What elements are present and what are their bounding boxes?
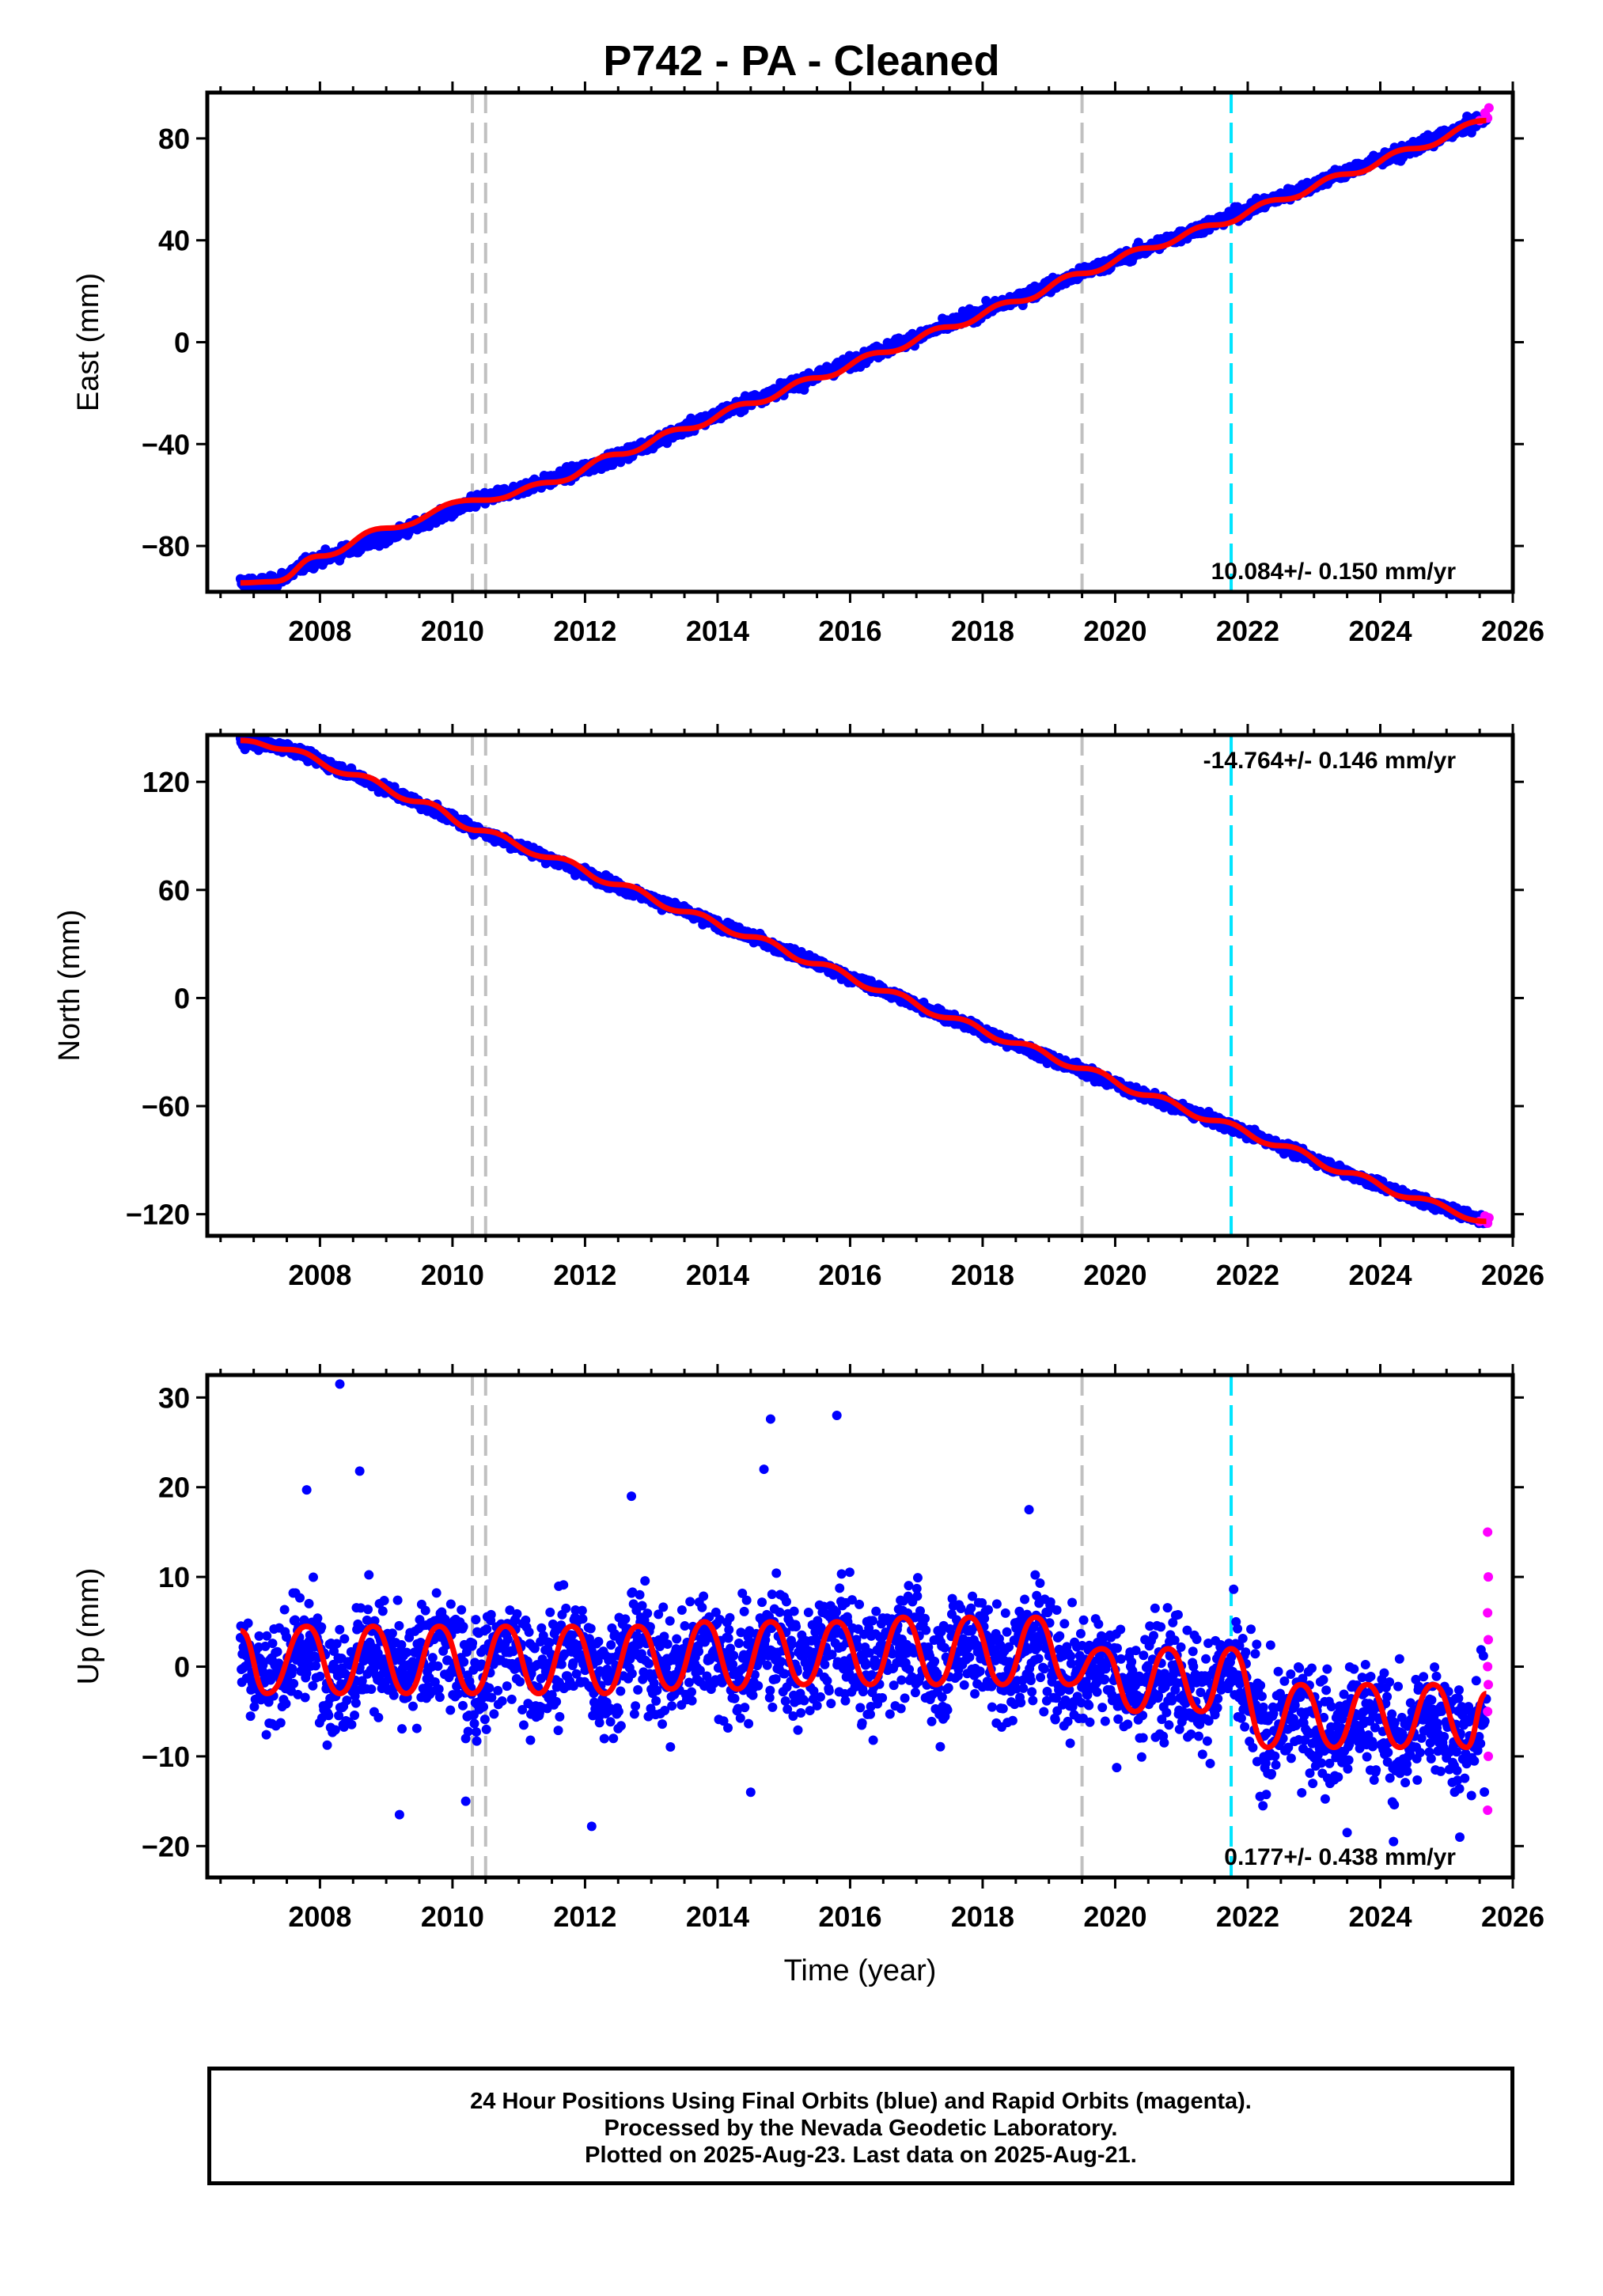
x-tick-label: 2026 bbox=[1481, 615, 1544, 647]
chart-title: P742 - PA - Cleaned bbox=[603, 37, 1000, 85]
y-tick-label: 120 bbox=[142, 766, 190, 798]
data-point-final bbox=[261, 1730, 271, 1740]
rate-annotation: -14.764+/- 0.146 mm/yr bbox=[1203, 748, 1457, 774]
data-point-final bbox=[315, 1671, 325, 1681]
x-tick-label: 2018 bbox=[951, 615, 1014, 647]
data-point-final bbox=[347, 1719, 357, 1730]
x-tick-label: 2010 bbox=[421, 615, 484, 647]
y-tick-label: 80 bbox=[158, 123, 190, 155]
x-tick-label: 2016 bbox=[818, 615, 881, 647]
x-tick-label: 2022 bbox=[1216, 1259, 1279, 1291]
chart-canvas: 2008 2010 2012 2014 2016 2018 2020 2022 2024 2026… bbox=[53, 81, 1544, 1987]
y-tick-label: 40 bbox=[158, 225, 190, 257]
x-tick-label: 2024 bbox=[1348, 615, 1412, 647]
data-point-final bbox=[313, 1613, 323, 1623]
x-tick-label: 2026 bbox=[1481, 1259, 1544, 1291]
data-point-final bbox=[310, 1661, 320, 1671]
x-tick-label: 2014 bbox=[686, 1259, 749, 1291]
x-tick-label: 2008 bbox=[288, 615, 351, 647]
data-point-final bbox=[267, 1639, 278, 1649]
y-tick-label: −120 bbox=[126, 1199, 190, 1231]
y-tick-label: 0 bbox=[174, 327, 190, 359]
data-point-final bbox=[322, 1740, 332, 1750]
y-tick-label: −80 bbox=[142, 530, 190, 563]
data-point-final bbox=[287, 1664, 297, 1674]
data-point-final bbox=[245, 1711, 256, 1722]
data-point-final bbox=[316, 1622, 327, 1632]
data-point-final bbox=[243, 1618, 253, 1628]
data-point-final bbox=[262, 1631, 272, 1641]
data-point-final bbox=[339, 1634, 350, 1644]
data-point-final bbox=[289, 1679, 299, 1689]
data-point-final bbox=[377, 1606, 388, 1616]
data-point-final bbox=[388, 1690, 399, 1700]
data-point-rapid bbox=[1484, 103, 1494, 113]
y-tick-label: 0 bbox=[174, 982, 190, 1014]
data-point-final bbox=[281, 1699, 291, 1709]
x-tick-label: 2010 bbox=[421, 1259, 484, 1291]
y-tick-label: −60 bbox=[142, 1090, 190, 1123]
data-point-final bbox=[397, 1724, 407, 1734]
data-point-final bbox=[373, 1712, 384, 1722]
data-point-final bbox=[364, 1570, 374, 1580]
data-point-final bbox=[394, 1620, 404, 1631]
x-tick-label: 2012 bbox=[553, 615, 616, 647]
x-tick-label: 2014 bbox=[686, 615, 749, 647]
x-tick-label: 2008 bbox=[288, 1259, 351, 1291]
y-tick-label: −40 bbox=[142, 428, 190, 460]
x-tick-label: 2024 bbox=[1348, 1259, 1412, 1291]
data-point-final bbox=[308, 1572, 318, 1582]
data-point-final bbox=[350, 1711, 360, 1721]
plot-frame bbox=[205, 90, 1515, 594]
data-point-final bbox=[295, 1593, 305, 1603]
data-point-final bbox=[308, 1680, 318, 1691]
data-point-final bbox=[304, 1598, 314, 1608]
x-tick-label: 2018 bbox=[951, 1259, 1014, 1291]
x-tick-label: 2020 bbox=[1083, 1259, 1146, 1291]
x-tick-label: 2020 bbox=[1083, 615, 1146, 647]
data-point-final bbox=[300, 1692, 310, 1703]
data-point-final bbox=[324, 1711, 334, 1721]
x-tick-label: 2022 bbox=[1216, 615, 1279, 647]
x-tick-label: 2016 bbox=[818, 1259, 881, 1291]
data-point-final bbox=[279, 1605, 290, 1615]
x-tick-label: 2012 bbox=[553, 1259, 616, 1291]
data-point-final bbox=[351, 1698, 361, 1708]
rate-annotation: 10.084+/- 0.150 mm/yr bbox=[1211, 559, 1457, 585]
data-point-final bbox=[272, 1646, 282, 1657]
data-point-final bbox=[363, 1605, 373, 1615]
data-point-final bbox=[379, 1596, 389, 1606]
y-tick-label: 60 bbox=[158, 874, 190, 907]
data-point-final bbox=[275, 1718, 286, 1728]
y-axis-label: North (mm) bbox=[53, 909, 86, 1061]
data-point-final bbox=[387, 1628, 397, 1639]
data-point-final bbox=[392, 1595, 403, 1605]
data-point-final bbox=[342, 1695, 352, 1706]
data-point-final bbox=[366, 1684, 377, 1694]
data-point-final bbox=[335, 1624, 345, 1635]
y-axis-label: East (mm) bbox=[72, 273, 105, 411]
